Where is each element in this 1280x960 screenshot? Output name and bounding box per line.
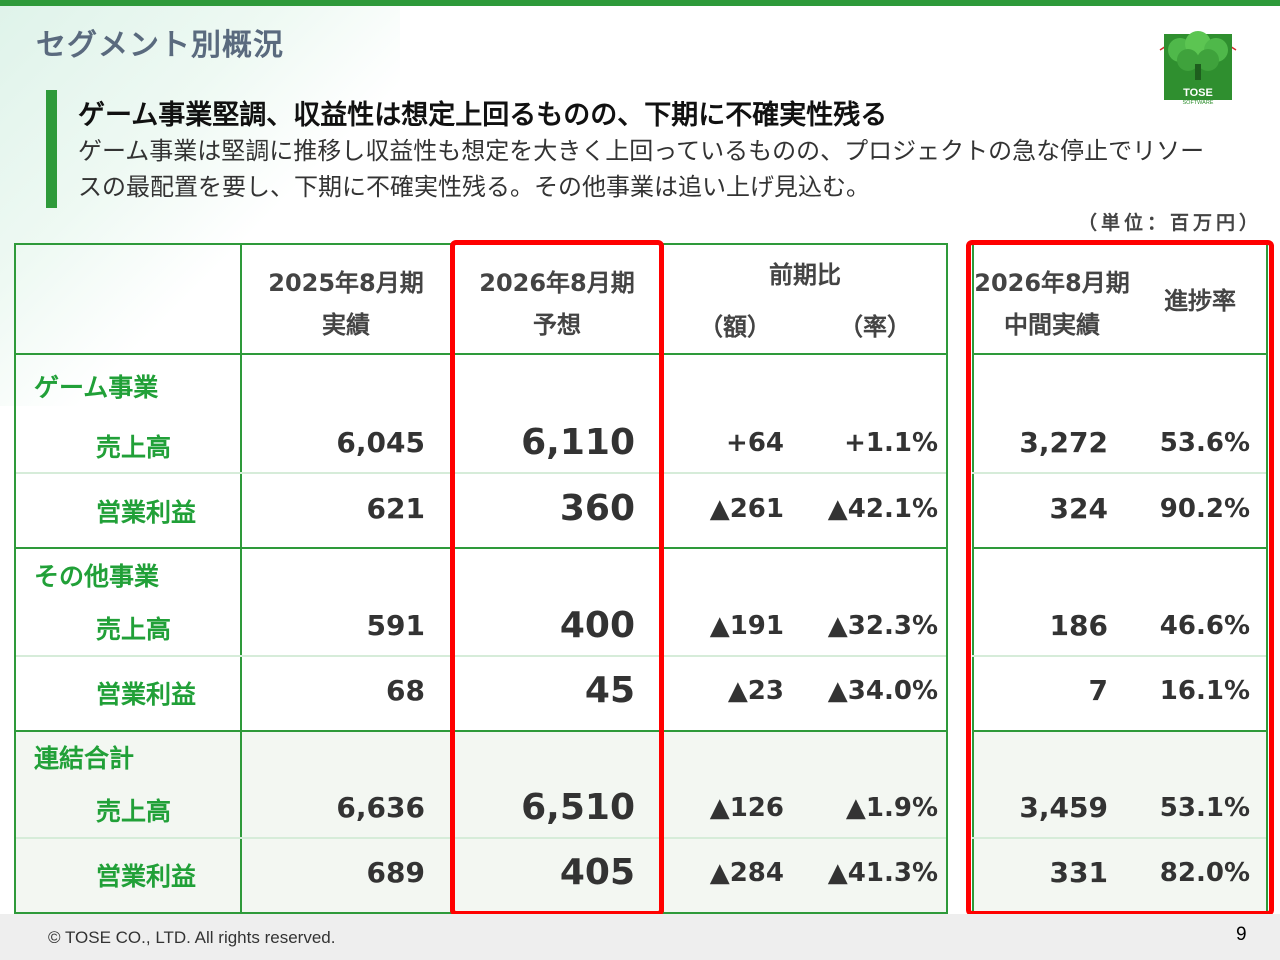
- sub-row-divider: [972, 472, 1266, 474]
- row-label: 売上高: [96, 615, 172, 644]
- row-label: 売上高: [96, 433, 172, 462]
- header-fy2025-line1: 2025年8月期: [268, 269, 424, 297]
- row-divider: [14, 730, 948, 732]
- value-fy2026: 360: [559, 488, 635, 529]
- value-fy2026: 400: [559, 605, 635, 646]
- value-interim: 331: [1049, 856, 1108, 889]
- value-progress: 46.6%: [1159, 611, 1250, 641]
- value-progress: 53.6%: [1159, 428, 1250, 458]
- row-divider: [14, 353, 948, 355]
- value-yoy-amount: ▲126: [709, 793, 784, 823]
- header-fy2026-line1: 2026年8月期: [479, 269, 635, 297]
- value-fy2026: 405: [559, 852, 635, 893]
- value-fy2026: 6,110: [521, 422, 635, 463]
- value-yoy-rate: ▲32.3%: [827, 611, 938, 641]
- header-fy2025-line2: 実績: [322, 311, 370, 339]
- value-yoy-rate: ▲34.0%: [827, 676, 938, 706]
- header-fy2025: 2025年8月期 実績: [242, 262, 450, 346]
- header-interim-line1: 2026年8月期: [974, 269, 1130, 297]
- col-divider: [240, 243, 242, 914]
- headline-accent-bar: [46, 90, 57, 208]
- value-yoy-amount: ▲284: [709, 858, 784, 888]
- value-fy2025: 621: [366, 492, 425, 525]
- row-divider: [972, 730, 1268, 732]
- value-fy2025: 6,045: [336, 426, 425, 459]
- sub-row-divider: [972, 655, 1266, 657]
- header-interim: 2026年8月期 中間実績: [968, 262, 1136, 346]
- logo-subtext: SOFTWARE: [1183, 100, 1214, 106]
- value-yoy-amount: ▲23: [727, 676, 784, 706]
- segment-name-other: その他事業: [34, 562, 160, 591]
- header-yoy-amount: （額）: [699, 313, 771, 341]
- row-divider: [972, 547, 1268, 549]
- value-interim: 324: [1049, 492, 1108, 525]
- description: ゲーム事業は堅調に推移し収益性も想定を大きく上回っているものの、プロジェクトの急…: [78, 137, 1205, 201]
- value-yoy-amount: ▲261: [709, 494, 784, 524]
- sub-row-divider: [16, 472, 946, 474]
- background-decoration: [0, 6, 400, 406]
- value-interim: 186: [1049, 609, 1108, 642]
- header-yoy-rate: （率）: [839, 313, 911, 341]
- value-yoy-rate: ▲41.3%: [827, 858, 938, 888]
- row-label: 営業利益: [96, 498, 197, 527]
- consolidated-shade: [16, 732, 946, 912]
- value-progress: 90.2%: [1159, 494, 1250, 524]
- value-interim: 3,272: [1019, 426, 1108, 459]
- value-yoy-rate: +1.1%: [844, 428, 938, 458]
- sub-row-divider: [16, 837, 946, 839]
- value-progress: 82.0%: [1159, 858, 1250, 888]
- value-fy2025: 6,636: [336, 791, 425, 824]
- headline: ゲーム事業堅調、収益性は想定上回るものの、下期に不確実性残る: [78, 100, 888, 131]
- value-yoy-amount: ▲191: [709, 611, 784, 641]
- value-yoy-amount: +64: [726, 428, 784, 458]
- value-fy2026: 6,510: [521, 787, 635, 828]
- highlight-interim-columns: [966, 240, 1274, 916]
- segment-name-game: ゲーム事業: [34, 373, 159, 402]
- footer-bar: [0, 914, 1280, 960]
- copyright: © TOSE CO., LTD. All rights reserved.: [48, 928, 336, 947]
- tose-logo: TOSE SOFTWARE: [1159, 31, 1237, 106]
- value-fy2025: 68: [386, 674, 425, 707]
- header-fy2026: 2026年8月期 予想: [452, 262, 662, 346]
- value-yoy-rate: ▲1.9%: [845, 793, 938, 823]
- row-label: 売上高: [96, 797, 172, 826]
- value-interim: 3,459: [1019, 791, 1108, 824]
- sub-row-divider: [972, 837, 1266, 839]
- header-fy2026-line2: 予想: [533, 311, 581, 339]
- value-fy2026: 45: [584, 670, 635, 711]
- value-progress: 16.1%: [1159, 676, 1250, 706]
- logo-text: TOSE: [1183, 87, 1213, 99]
- header-yoy-title: 前期比: [769, 261, 841, 289]
- unit-label: （単位：百万円）: [1077, 212, 1262, 234]
- header-progress: 進捗率: [1164, 287, 1236, 315]
- value-fy2025: 689: [366, 856, 425, 889]
- page-title: セグメント別概況: [36, 28, 284, 63]
- row-label: 営業利益: [96, 862, 197, 891]
- col-divider: [972, 243, 974, 914]
- value-yoy-rate: ▲42.1%: [827, 494, 938, 524]
- value-progress: 53.1%: [1159, 793, 1250, 823]
- segment-name-consolidated: 連結合計: [34, 744, 135, 773]
- header-interim-line2: 中間実績: [1004, 311, 1100, 339]
- value-fy2025: 591: [366, 609, 425, 642]
- highlight-forecast-column: [450, 240, 664, 916]
- value-interim: 7: [1088, 674, 1108, 707]
- row-divider: [972, 353, 1268, 355]
- row-divider: [14, 547, 948, 549]
- sub-row-divider: [16, 655, 946, 657]
- page-number: 9: [1236, 924, 1247, 945]
- row-label: 営業利益: [96, 680, 197, 709]
- top-accent-bar: [0, 0, 1280, 6]
- consolidated-shade-right: [972, 732, 1266, 912]
